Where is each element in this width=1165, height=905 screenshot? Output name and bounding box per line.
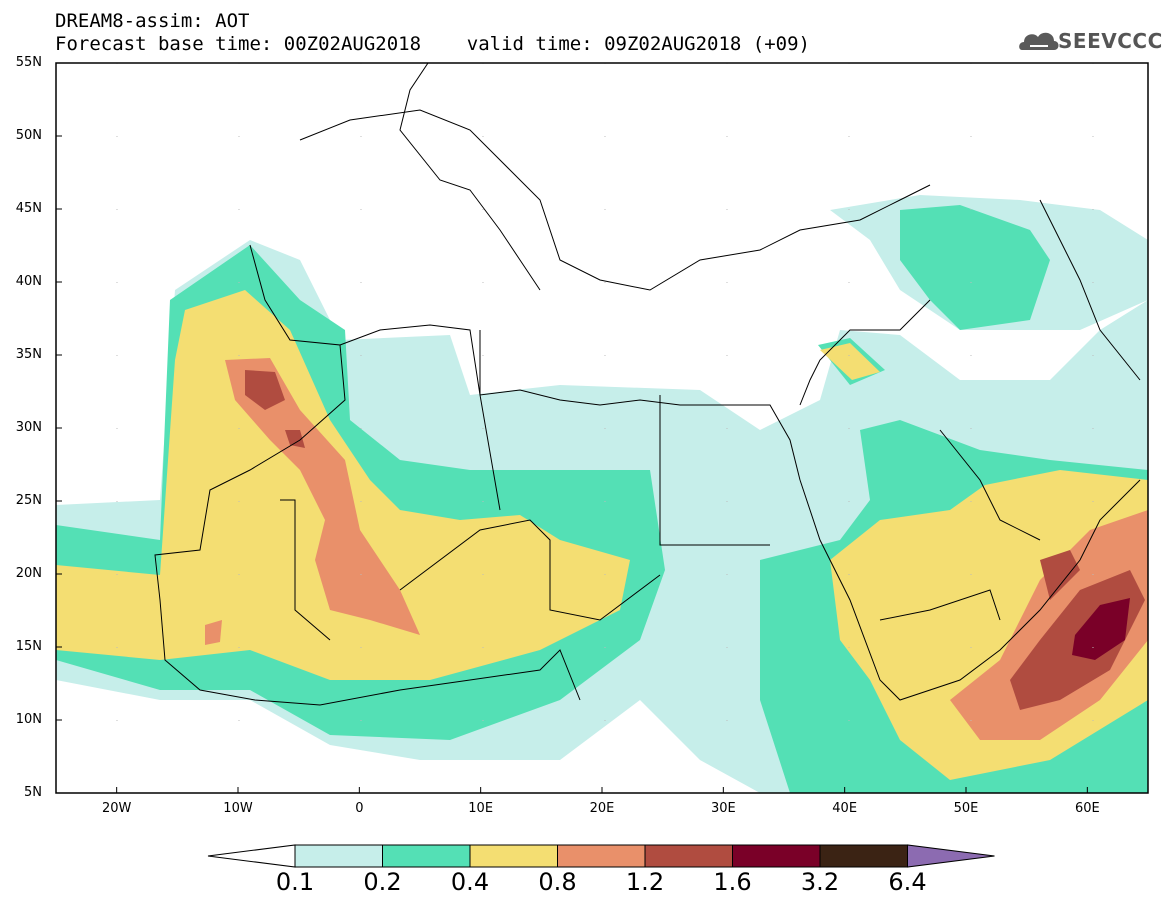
colorbar-swatch <box>732 844 821 868</box>
lat-label: 35N <box>15 347 42 362</box>
colorbar-swatch <box>819 844 908 868</box>
lon-label: 60E <box>1074 801 1100 816</box>
map-title: DREAM8-assim: AOT <box>55 10 250 32</box>
lat-label: 50N <box>15 128 42 143</box>
lon-label: 10W <box>223 801 253 816</box>
colorbar-swatch <box>557 844 646 868</box>
lon-label: 20E <box>589 801 615 816</box>
lon-label: 10E <box>468 801 494 816</box>
colorbar-swatch <box>382 844 471 868</box>
lon-label: 50E <box>953 801 979 816</box>
colorbar-label: 0.1 <box>275 868 315 896</box>
lat-label: 25N <box>15 493 42 508</box>
colorbar-label: 0.8 <box>538 868 577 896</box>
colorbar-high-triangle <box>907 844 995 868</box>
colorbar-label: 1.6 <box>713 868 752 896</box>
colorbar-low-triangle <box>207 844 296 868</box>
colorbar-swatch <box>644 844 733 868</box>
cloud-icon <box>1019 32 1059 50</box>
colorbar-label: 1.2 <box>625 868 665 896</box>
colorbar-swatch <box>469 844 558 868</box>
lat-label: 40N <box>15 274 42 289</box>
colorbar-label: 0.4 <box>450 868 490 896</box>
lat-label: 5N <box>24 785 42 800</box>
aot-field <box>56 63 1148 793</box>
colorbar-label: 0.2 <box>363 868 402 896</box>
lat-label: 55N <box>15 55 42 70</box>
colorbar-label: 6.4 <box>888 868 927 896</box>
forecast-times: Forecast base time: 00Z02AUG2018 valid t… <box>55 33 810 55</box>
lat-label: 20N <box>15 566 42 581</box>
lon-label: 0 <box>355 801 364 816</box>
lat-label: 15N <box>15 639 42 654</box>
lon-label: 40E <box>832 801 858 816</box>
colorbar <box>207 844 995 868</box>
colorbar-swatch <box>294 844 383 868</box>
lon-label: 30E <box>710 801 736 816</box>
lat-label: 45N <box>15 201 42 216</box>
lat-label: 30N <box>15 420 42 435</box>
logo-text: SEEVCCC <box>1058 29 1163 53</box>
lon-label: 20W <box>101 801 132 816</box>
colorbar-label: 3.2 <box>800 868 840 896</box>
lat-label: 10N <box>15 712 42 727</box>
